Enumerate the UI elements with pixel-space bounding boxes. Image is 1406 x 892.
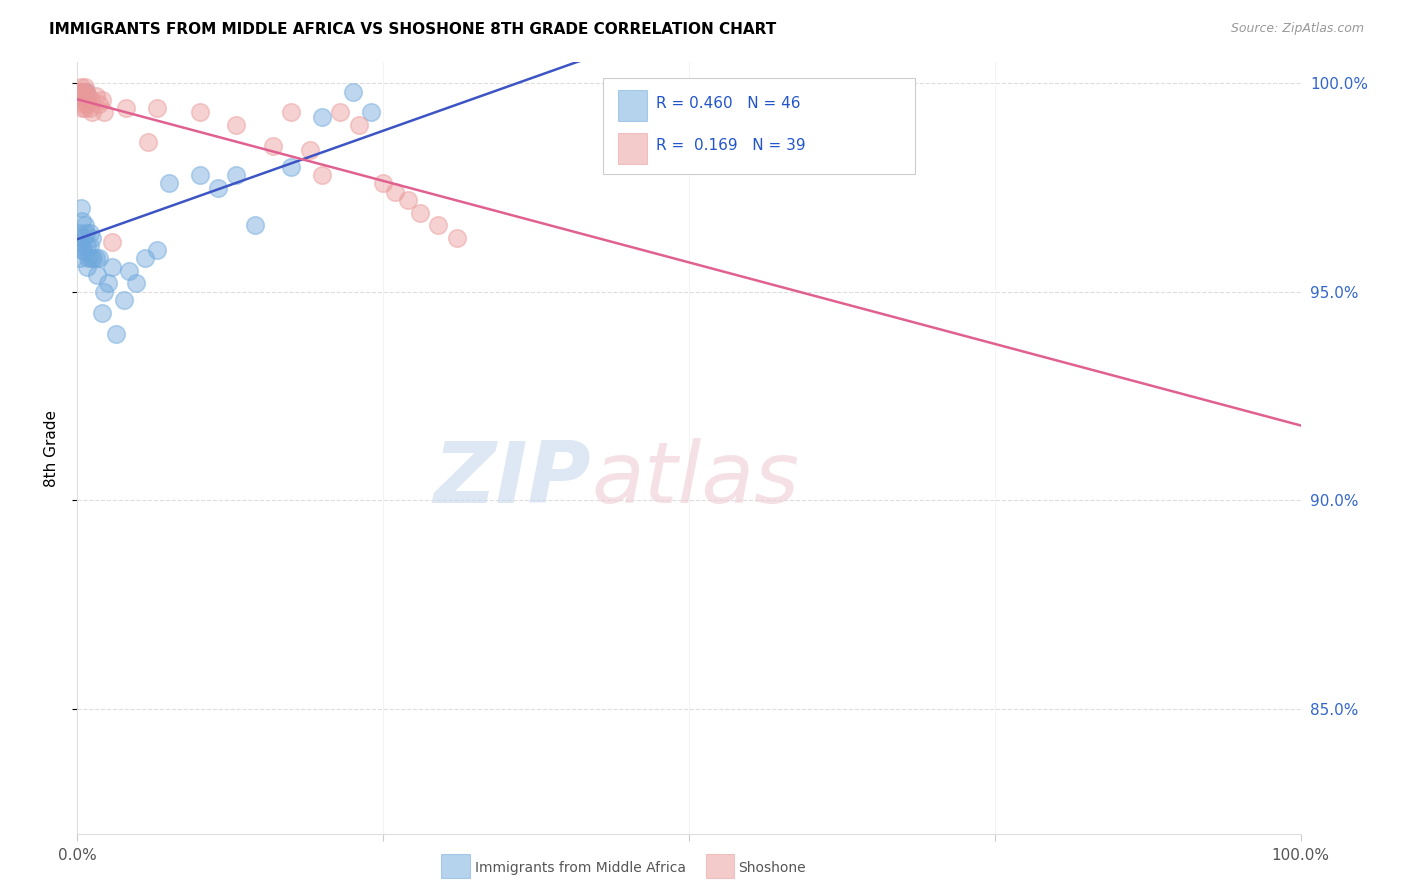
Point [72, 230, 94, 244]
Point [70, 101, 93, 115]
Point [80, 93, 103, 107]
Point [70, 93, 93, 107]
FancyBboxPatch shape [603, 78, 915, 174]
Text: atlas: atlas [591, 438, 799, 521]
Point [72, 97, 94, 112]
Point [77, 252, 100, 266]
Point [115, 101, 138, 115]
Point [188, 168, 211, 182]
Point [75, 227, 97, 241]
Text: R = 0.460   N = 46: R = 0.460 N = 46 [657, 95, 800, 111]
Point [69, 85, 91, 99]
Point [136, 135, 159, 149]
Point [79, 101, 101, 115]
Point [75, 85, 97, 99]
Point [329, 105, 352, 120]
Point [188, 105, 211, 120]
Point [70, 85, 93, 99]
Point [80, 230, 103, 244]
Point [360, 105, 382, 120]
Text: ZIP: ZIP [433, 438, 591, 521]
Point [73, 101, 96, 115]
Point [79, 227, 101, 241]
Point [146, 101, 169, 115]
Point [75, 85, 97, 99]
Point [76, 260, 98, 274]
Point [77, 88, 100, 103]
Point [409, 205, 432, 219]
Point [90, 306, 112, 320]
Text: Immigrants from Middle Africa: Immigrants from Middle Africa [475, 861, 686, 875]
Point [89, 97, 111, 112]
Point [427, 218, 450, 232]
Point [371, 177, 394, 191]
Point [89, 252, 111, 266]
Point [73, 80, 96, 95]
Point [118, 264, 141, 278]
Y-axis label: 8th Grade: 8th Grade [44, 409, 59, 487]
Point [70, 85, 93, 99]
Point [347, 118, 370, 132]
Point [134, 252, 156, 266]
FancyBboxPatch shape [619, 133, 647, 163]
Point [86, 268, 108, 282]
Text: Source: ZipAtlas.com: Source: ZipAtlas.com [1230, 22, 1364, 36]
Point [280, 105, 302, 120]
Point [72, 243, 94, 257]
Point [225, 168, 247, 182]
Point [396, 193, 419, 207]
Point [70, 85, 93, 99]
Point [76, 239, 98, 253]
Point [105, 326, 128, 341]
Point [69, 252, 91, 266]
Text: IMMIGRANTS FROM MIDDLE AFRICA VS SHOSHONE 8TH GRADE CORRELATION CHART: IMMIGRANTS FROM MIDDLE AFRICA VS SHOSHON… [49, 22, 776, 37]
Point [225, 118, 247, 132]
Point [84, 252, 107, 266]
Point [384, 185, 406, 199]
Point [70, 243, 93, 257]
Text: R =  0.169   N = 39: R = 0.169 N = 39 [657, 138, 806, 153]
Point [207, 180, 229, 194]
Point [72, 85, 94, 99]
Point [97, 277, 120, 291]
Point [243, 218, 266, 232]
Point [69, 239, 91, 253]
FancyBboxPatch shape [619, 90, 647, 121]
Point [67, 85, 90, 99]
Point [100, 260, 122, 274]
Point [280, 160, 302, 174]
Point [112, 293, 135, 308]
Point [70, 214, 93, 228]
Point [446, 230, 468, 244]
Point [80, 252, 103, 266]
Point [90, 93, 112, 107]
Point [70, 80, 93, 95]
Point [76, 97, 98, 112]
Point [146, 243, 169, 257]
Point [67, 227, 90, 241]
Point [157, 177, 180, 191]
Point [70, 202, 93, 216]
Point [125, 277, 148, 291]
Point [70, 235, 93, 249]
Point [298, 143, 321, 157]
Point [311, 110, 333, 124]
Point [262, 139, 284, 153]
Point [80, 105, 103, 120]
Point [100, 235, 122, 249]
Text: Shoshone: Shoshone [738, 861, 806, 875]
Point [73, 218, 96, 232]
Point [342, 85, 364, 99]
Point [93, 285, 115, 299]
Point [72, 85, 94, 99]
Point [69, 88, 91, 103]
Point [79, 239, 101, 253]
Point [73, 85, 96, 99]
Point [82, 252, 104, 266]
Point [84, 88, 107, 103]
Point [311, 168, 333, 182]
Point [93, 105, 115, 120]
